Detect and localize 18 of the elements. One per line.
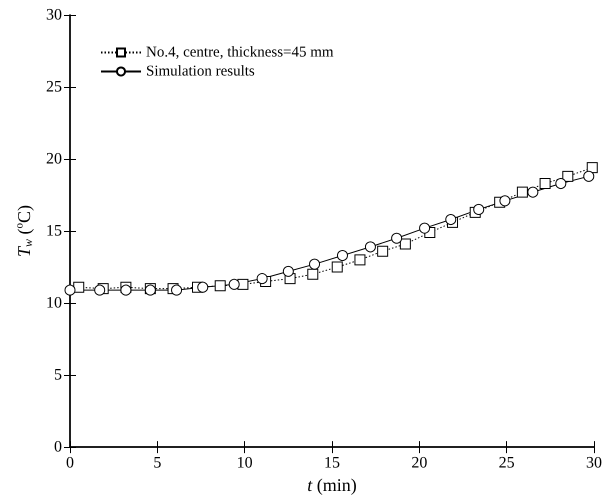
x-tick-label: 20 [411, 454, 428, 472]
legend-label: Simulation results [146, 64, 255, 80]
x-tick-label: 5 [153, 454, 162, 472]
y-tick-label: 25 [46, 78, 62, 96]
x-tick-label: 0 [66, 454, 74, 472]
y-tick-label: 15 [46, 222, 62, 240]
y-axis-title: Tw (oC) [14, 205, 35, 258]
x-tick-label: 15 [324, 454, 340, 472]
y-tick-label: 5 [54, 366, 62, 384]
y-tick-label: 10 [46, 294, 62, 312]
y-tick-label: 0 [54, 438, 62, 456]
x-tick-label: 25 [498, 454, 515, 472]
x-tick-label: 10 [236, 454, 253, 472]
y-tick-label: 20 [46, 150, 62, 168]
y-tick-label: 30 [46, 6, 62, 24]
x-axis-title: t (min) [307, 475, 357, 495]
x-tick-label: 30 [586, 454, 602, 472]
legend-label: No.4, centre, thickness=45 mm [146, 44, 334, 60]
